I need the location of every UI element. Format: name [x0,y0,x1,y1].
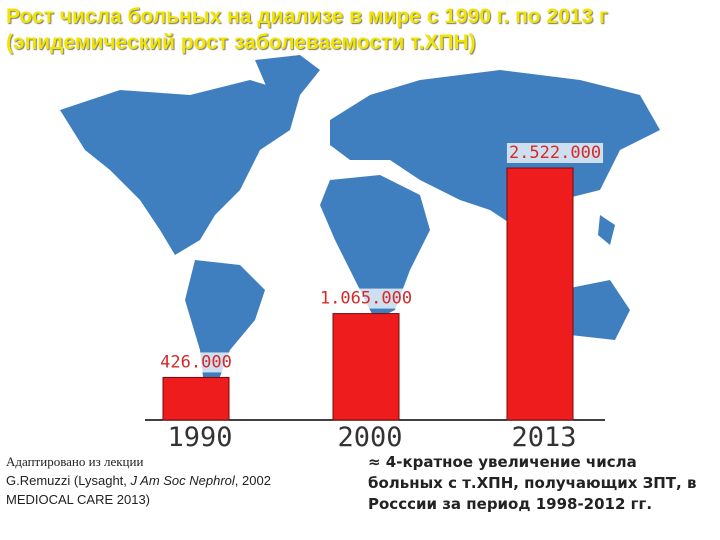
world-map [60,55,660,395]
note-line: ≈ 4-кратное увеличение числа [368,453,637,471]
bar [332,313,400,421]
note-line: Росссии за период 1998-2012 гг. [368,495,653,513]
bar [162,376,230,421]
source-line: Адаптировано из лекции [6,454,144,469]
source-text: G.Remuzzi (Lysaght, [6,473,131,488]
title-line: (эпидемический рост заболеваемости т.ХПН… [6,31,476,54]
title: Рост числа больных на диализе в мире с 1… [6,4,716,56]
source-text: , 2002 [234,473,271,488]
value-label-bg [158,352,234,373]
x-tick-label: 2000 [337,422,402,453]
value-label-bg [317,288,415,309]
source-line: MEDIOCAL CARE 2013) [6,492,151,507]
source-journal: J Am Soc Nephrol [130,473,235,488]
x-tick-label: 1990 [167,422,232,453]
note: ≈ 4-кратное увеличение числа больных с т… [368,452,718,515]
value-label: 426.000 [160,352,232,372]
source-line: G.Remuzzi (Lysaght, J Am Soc Nephrol, 20… [6,471,271,490]
value-label: 1.065.000 [320,289,412,309]
title-line: Рост числа больных на диализе в мире с 1… [6,5,608,28]
note-line: больных с т.ХПН, получающих ЗПТ, в [368,474,697,492]
value-label: 2.522.000 [509,143,601,163]
bar [506,167,574,421]
x-tick-label: 2013 [511,422,576,453]
value-label-bg [506,143,604,163]
source: Адаптировано из лекции G.Remuzzi (Lysagh… [6,452,271,509]
